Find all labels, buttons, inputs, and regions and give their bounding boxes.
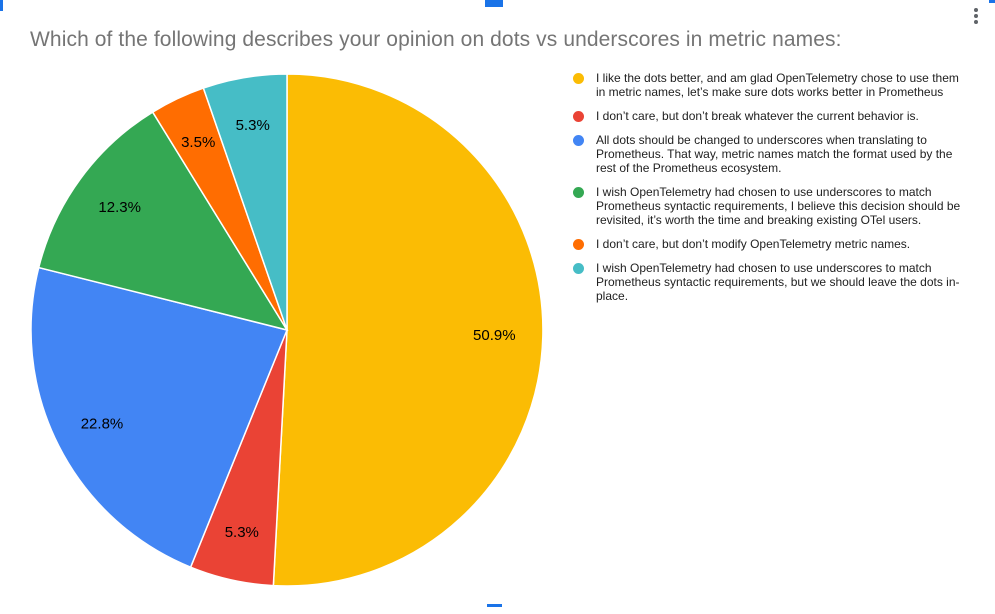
pie-chart: 50.9% 5.3% 22.8% 12.3% 3.5% 5.3% — [30, 73, 544, 587]
pie-slice-label-3: 22.8% — [81, 415, 124, 432]
legend-item-4: I wish OpenTelemetry had chosen to use u… — [573, 185, 975, 227]
legend-item-6: I wish OpenTelemetry had chosen to use u… — [573, 261, 975, 303]
chart-legend: I like the dots better, and am glad Open… — [573, 71, 975, 303]
pie-slice-label-4: 12.3% — [98, 199, 141, 216]
legend-item-1: I like the dots better, and am glad Open… — [573, 71, 975, 99]
selection-handle-bottom-center[interactable] — [487, 604, 502, 607]
pie-slice-3[interactable] — [30, 266, 289, 569]
legend-dot-icon — [573, 263, 584, 274]
legend-item-label: I don’t care, but don’t modify OpenTelem… — [596, 237, 911, 251]
pie-slice-1[interactable] — [272, 73, 544, 587]
pie-slice-label-6: 5.3% — [236, 117, 270, 134]
legend-item-label: I don’t care, but don’t break whatever t… — [596, 109, 919, 123]
legend-dot-icon — [573, 111, 584, 122]
legend-item-3: All dots should be changed to underscore… — [573, 133, 975, 175]
legend-dot-icon — [573, 239, 584, 250]
selection-handle-top-center[interactable] — [485, 0, 503, 7]
legend-dot-icon — [573, 135, 584, 146]
kebab-vertical-icon — [974, 8, 978, 12]
pie-slice-label-5: 3.5% — [181, 134, 215, 151]
pie-slice-label-1: 50.9% — [473, 327, 516, 344]
pie-slice-6[interactable] — [202, 73, 288, 331]
legend-dot-icon — [573, 73, 584, 84]
kebab-vertical-icon — [974, 14, 978, 18]
pie-slice-label-2: 5.3% — [225, 524, 259, 541]
more-options-button[interactable] — [965, 3, 987, 29]
legend-item-2: I don’t care, but don’t break whatever t… — [573, 109, 975, 123]
selection-handle-top-right[interactable] — [989, 0, 995, 3]
kebab-vertical-icon — [974, 20, 978, 24]
selection-handle-top-left[interactable] — [0, 0, 3, 11]
legend-dot-icon — [573, 187, 584, 198]
chart-title: Which of the following describes your op… — [30, 28, 842, 51]
legend-item-label: I wish OpenTelemetry had chosen to use u… — [596, 261, 960, 303]
legend-item-label: All dots should be changed to underscore… — [596, 133, 953, 175]
legend-item-5: I don’t care, but don’t modify OpenTelem… — [573, 237, 975, 251]
legend-item-label: I wish OpenTelemetry had chosen to use u… — [596, 185, 961, 227]
legend-item-label: I like the dots better, and am glad Open… — [596, 71, 959, 99]
pie-slice-4[interactable] — [37, 111, 289, 332]
